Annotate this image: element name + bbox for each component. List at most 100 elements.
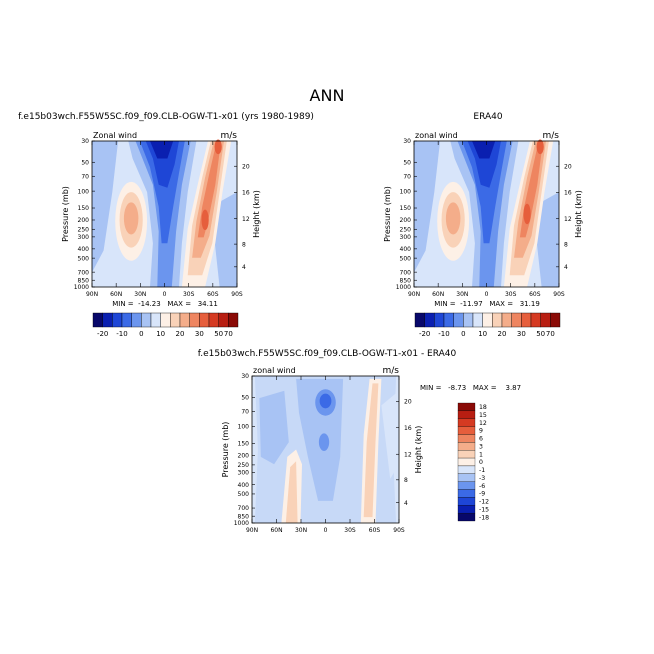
panel-title: f.e15b03wch.F55W5SC.f09_f09.CLB-OGW-T1-x… <box>198 349 457 359</box>
x-tick-label: 30N <box>134 291 146 298</box>
colorbar-swatch <box>170 312 181 328</box>
colorbar-swatch <box>228 312 239 328</box>
y2-tick-label: 8 <box>404 477 408 484</box>
y-tick-label: 70 <box>81 173 89 180</box>
colorbar-swatch <box>463 312 474 328</box>
colorbar-swatch <box>501 312 512 328</box>
y-tick-label: 500 <box>238 491 250 498</box>
units-label: m/s <box>383 366 400 376</box>
colorbar-swatch <box>457 457 476 467</box>
y-tick-label: 500 <box>78 255 90 262</box>
y-tick-label: 30 <box>81 138 89 145</box>
x-tick-label: 90S <box>393 527 405 534</box>
y-tick-label: 100 <box>78 188 90 195</box>
units-label: m/s <box>221 131 238 141</box>
y2-tick-label: 16 <box>242 190 250 197</box>
colorbar: -20 -10 0 10 20 30 50 70 <box>92 312 239 338</box>
min-max-stats: MIN = -8.73 MAX = 3.87 <box>420 384 521 392</box>
panels: f.e15b03wch.F55W5SC.f09_f09.CLB-OGW-T1-x… <box>18 112 583 534</box>
colorbar-swatch <box>457 410 476 419</box>
y-tick-label: 300 <box>238 470 250 477</box>
colorbar-label: 20 <box>498 330 507 338</box>
y-tick-label: 70 <box>403 173 411 180</box>
colorbar-swatch <box>457 442 476 451</box>
y-tick-label: 500 <box>400 255 412 262</box>
colorbar-swatch <box>457 465 476 474</box>
colorbar-label: 15 <box>479 412 487 419</box>
y-tick-label: 30 <box>241 373 249 380</box>
units-label: m/s <box>543 131 560 141</box>
colorbar-swatch <box>482 312 493 328</box>
x-tick-label: 0 <box>163 291 167 298</box>
contour-field <box>252 376 399 523</box>
colorbar-label: 20 <box>176 330 185 338</box>
y2-tick-label: 20 <box>242 163 250 170</box>
y-tick-label: 50 <box>241 395 249 402</box>
colorbar-swatch <box>179 312 190 328</box>
x-tick-label: 60S <box>529 291 541 298</box>
colorbar-label: -1 <box>479 467 485 474</box>
y-tick-label: 150 <box>238 441 250 448</box>
colorbar-swatch <box>141 312 152 328</box>
colorbar-swatch <box>457 473 476 482</box>
y2-tick-label: 16 <box>404 425 412 432</box>
y2-tick-label: 4 <box>564 264 568 271</box>
colorbar-label: 70 <box>224 330 233 338</box>
colorbar-swatch <box>457 512 476 522</box>
x-tick-label: 0 <box>485 291 489 298</box>
colorbar-label: -10 <box>438 330 449 338</box>
y-tick-label: 100 <box>400 188 412 195</box>
colorbar-label: -15 <box>479 506 489 513</box>
y-tick-label: 400 <box>400 246 412 253</box>
y-tick-label: 30 <box>403 138 411 145</box>
min-max-stats: MIN = -11.97 MAX = 31.19 <box>434 300 540 308</box>
y-tick-label: 700 <box>400 269 412 276</box>
x-tick-label: 30S <box>183 291 195 298</box>
y-tick-label: 700 <box>78 269 90 276</box>
colorbar-label: 10 <box>156 330 165 338</box>
y-tick-label: 200 <box>400 217 412 224</box>
field-label: Zonal wind <box>93 131 137 140</box>
y-tick-label: 400 <box>78 246 90 253</box>
colorbar-label: 30 <box>517 330 526 338</box>
panel-2: ERA40 zonal wind m/s 90N 60N 30N 0 30S 60S 90S 30 5… <box>383 112 583 338</box>
colorbar-label: -9 <box>479 491 485 498</box>
y2-tick-label: 8 <box>242 241 246 248</box>
colorbar-label: 50 <box>214 330 223 338</box>
colorbar-swatch <box>457 418 476 427</box>
x-tick-label: 0 <box>324 527 328 534</box>
colorbar-swatch <box>457 497 476 506</box>
x-tick-label: 90N <box>246 527 258 534</box>
y-tick-label: 100 <box>238 424 250 431</box>
y-tick-label: 1000 <box>74 284 89 291</box>
y-axis-label: Pressure (mb) <box>383 186 392 242</box>
colorbar-swatch <box>457 505 476 514</box>
colorbar-swatch <box>457 434 476 443</box>
colorbar-swatch <box>530 312 541 328</box>
y2-axis-label: Height (km) <box>252 190 261 238</box>
x-tick-label: 60N <box>270 527 282 534</box>
colorbar-swatch <box>102 312 113 328</box>
colorbar-swatch <box>521 312 532 328</box>
colorbar-label: 12 <box>479 420 487 427</box>
colorbar-label: -20 <box>97 330 108 338</box>
colorbar-swatch <box>218 312 229 328</box>
colorbar-swatch <box>131 312 142 328</box>
colorbar-swatch <box>457 402 476 412</box>
x-tick-label: 60S <box>207 291 219 298</box>
colorbar-label: -3 <box>479 475 485 482</box>
y-tick-label: 1000 <box>396 284 411 291</box>
colorbar-label: 30 <box>195 330 204 338</box>
y-tick-label: 250 <box>400 226 412 233</box>
contour-field <box>92 139 237 287</box>
y-tick-label: 50 <box>403 159 411 166</box>
y-tick-label: 150 <box>400 205 412 212</box>
colorbar-swatch <box>550 312 561 328</box>
x-tick-label: 30N <box>295 527 307 534</box>
colorbar-label: -10 <box>116 330 127 338</box>
y2-tick-label: 8 <box>564 241 568 248</box>
colorbar-label: -6 <box>479 483 485 490</box>
y2-tick-label: 12 <box>242 216 250 223</box>
y-tick-label: 1000 <box>234 520 249 527</box>
